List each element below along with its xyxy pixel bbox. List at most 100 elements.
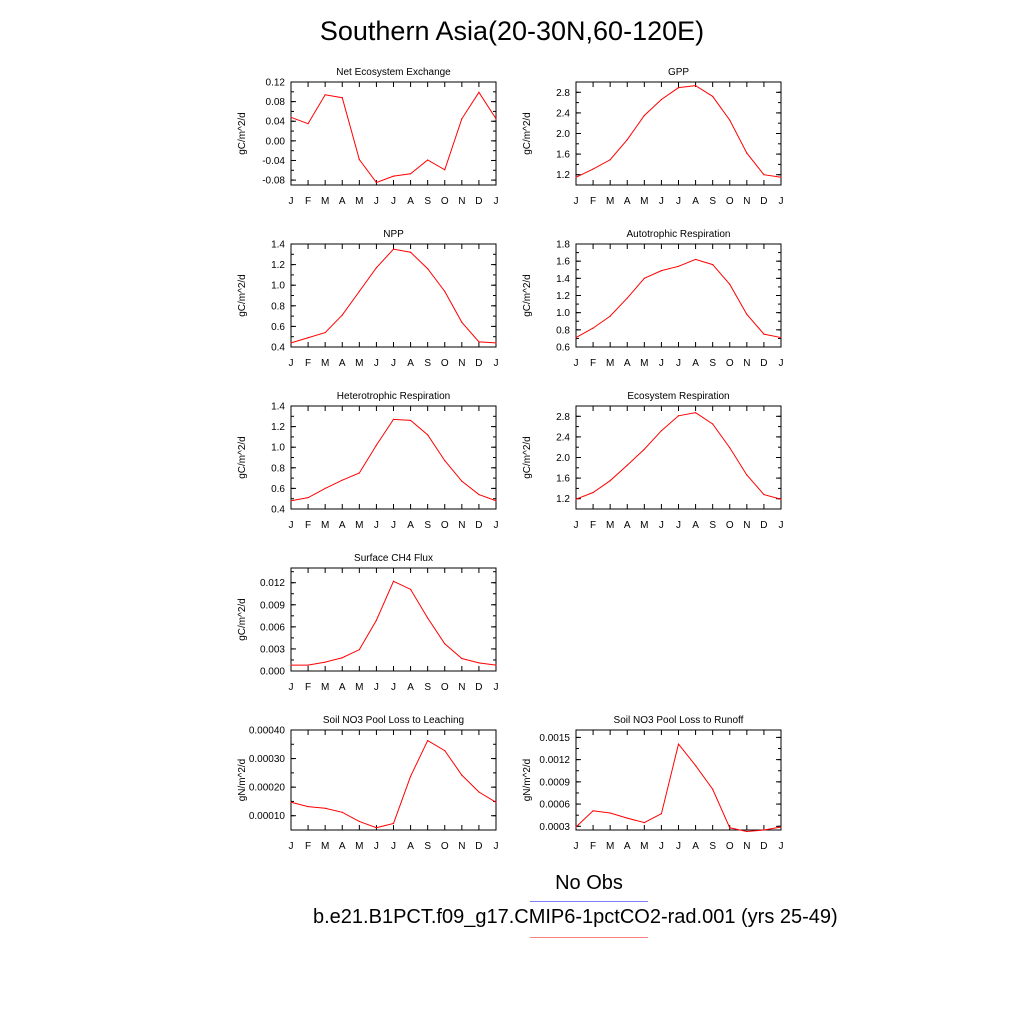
y-tick-label: 2.8: [556, 412, 570, 423]
series-line: [575, 258, 782, 339]
data-point: [290, 500, 292, 502]
y-axis-label: gC/m^2/d: [237, 112, 248, 155]
y-tick-label: 2.0: [556, 453, 570, 464]
data-point: [575, 826, 577, 828]
y-tick-label: 2.4: [556, 108, 570, 119]
data-point: [444, 749, 446, 752]
data-point: [609, 315, 611, 317]
x-tick-label: D: [475, 682, 482, 693]
data-point: [495, 664, 497, 666]
y-tick-label: 0.0015: [539, 733, 570, 744]
data-point: [478, 341, 480, 343]
data-point: [575, 336, 577, 339]
data-point: [746, 830, 748, 833]
series-line: [575, 742, 782, 832]
plot-frame: [290, 729, 497, 831]
y-tick-label: 0.003: [260, 644, 285, 655]
y-tick-label: 0.8: [556, 325, 570, 336]
y-tick-label: 0.00: [266, 136, 286, 147]
y-tick-label: 0.8: [271, 301, 285, 312]
data-point: [409, 419, 412, 422]
data-point: [324, 807, 326, 809]
x-tick-label: O: [726, 196, 734, 207]
x-tick-label: J: [574, 520, 579, 531]
x-tick-label: J: [391, 520, 396, 531]
x-tick-label: A: [339, 682, 346, 693]
x-tick-label: J: [374, 682, 379, 693]
data-point: [427, 268, 429, 270]
data-point: [341, 657, 343, 659]
data-point: [729, 119, 731, 121]
data-point: [461, 321, 463, 323]
x-tick-label: D: [760, 196, 767, 207]
x-tick-label: A: [339, 196, 346, 207]
x-tick-label: J: [574, 841, 579, 852]
y-tick-label: 0.0009: [539, 777, 570, 788]
y-tick-label: 1.2: [271, 422, 285, 433]
y-axis-label: gC/m^2/d: [522, 436, 533, 479]
data-point: [643, 114, 645, 117]
data-point: [660, 813, 663, 815]
x-tick-label: M: [355, 358, 363, 369]
y-tick-label: 1.2: [556, 291, 570, 302]
x-tick-label: M: [321, 520, 329, 531]
data-point: [375, 827, 378, 829]
data-point: [324, 331, 326, 334]
data-point: [746, 474, 748, 476]
y-tick-label: 0.009: [260, 600, 285, 611]
data-point: [643, 448, 645, 450]
x-tick-label: J: [289, 358, 294, 369]
x-tick-label: D: [475, 358, 482, 369]
chart-panel: Surface CH4 Flux gC/m^2/d 0.000 0.003 0.006 0…: [237, 553, 499, 693]
data-point: [461, 774, 463, 776]
x-tick-label: S: [709, 358, 716, 369]
plot-frame: [290, 81, 497, 186]
data-point: [763, 333, 765, 335]
y-axis-label: gN/m^2/d: [237, 759, 248, 802]
y-axis-label: gN/m^2/d: [522, 759, 533, 802]
data-point: [324, 661, 326, 663]
chart-panel: Soil NO3 Pool Loss to Runoff gN/m^2/d 0.00…: [522, 715, 784, 852]
panel-title: Ecosystem Respiration: [627, 391, 729, 402]
panel-title: Net Ecosystem Exchange: [336, 67, 451, 78]
data-point: [444, 643, 446, 645]
x-tick-label: J: [659, 841, 664, 852]
y-tick-label: 0.6: [556, 343, 570, 354]
x-tick-label: D: [475, 196, 482, 207]
data-point: [609, 480, 611, 482]
y-axis-label: gC/m^2/d: [522, 112, 533, 155]
x-tick-label: M: [640, 196, 648, 207]
data-point: [712, 264, 714, 266]
data-point: [592, 810, 594, 812]
data-point: [324, 487, 326, 489]
legend-model-line: [530, 937, 648, 938]
x-tick-label: F: [305, 682, 311, 693]
y-tick-label: -0.04: [262, 156, 285, 167]
panel-title: Heterotrophic Respiration: [337, 391, 450, 402]
x-tick-label: M: [321, 196, 329, 207]
y-tick-label: 1.2: [556, 170, 570, 181]
data-point: [358, 158, 360, 161]
x-tick-label: J: [391, 841, 396, 852]
series-line: [291, 580, 497, 666]
data-point: [461, 657, 463, 660]
y-axis-label: gC/m^2/d: [237, 274, 248, 317]
data-point: [495, 500, 497, 502]
y-tick-label: 2.4: [556, 432, 570, 443]
series-line: [290, 91, 497, 184]
plot-frame: [575, 243, 782, 348]
data-point: [478, 493, 480, 496]
data-point: [478, 91, 480, 93]
chart-panel: Soil NO3 Pool Loss to LeachinggN/m^2/d0.…: [237, 715, 499, 852]
panel-title: GPP: [668, 67, 689, 78]
data-point: [444, 459, 446, 462]
y-tick-label: 0.0012: [539, 755, 570, 766]
x-tick-label: N: [458, 841, 465, 852]
x-tick-label: F: [590, 196, 596, 207]
x-tick-label: J: [676, 196, 681, 207]
y-tick-label: 1.6: [556, 257, 570, 268]
x-tick-label: J: [494, 520, 499, 531]
x-tick-label: M: [606, 196, 614, 207]
data-point: [375, 444, 378, 446]
